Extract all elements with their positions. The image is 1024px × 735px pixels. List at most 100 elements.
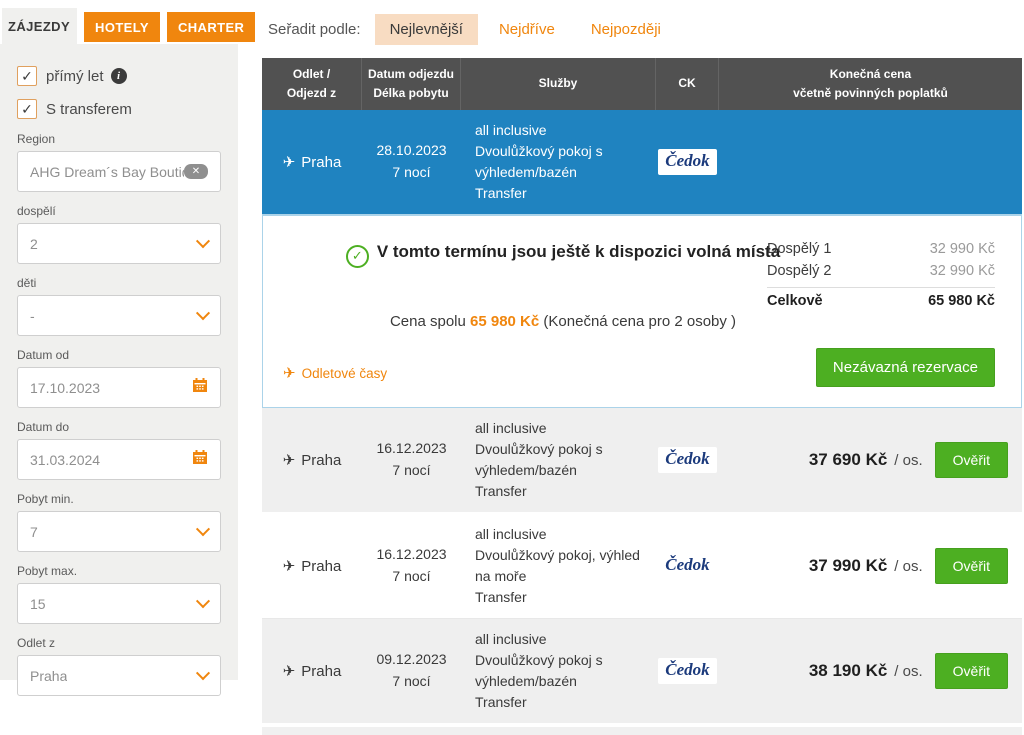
- header-date: Datum odjezdu Délka pobytu: [362, 58, 461, 110]
- region-input[interactable]: AHG Dream´s Bay Boutiqu ✕: [17, 151, 221, 192]
- calendar-icon[interactable]: [192, 377, 208, 398]
- header-services: Služby: [461, 58, 656, 110]
- info-icon[interactable]: i: [110, 68, 127, 84]
- breakdown-value: 32 990 Kč: [929, 241, 995, 257]
- date-from-input[interactable]: 17.10.2023: [17, 367, 221, 408]
- filter-departure-from: Odlet z Praha: [17, 636, 221, 696]
- service-item: all inclusive: [475, 631, 547, 647]
- table-row[interactable]: ✈ Praha 16.12.2023 7 nocí all inclusive …: [262, 408, 1022, 514]
- row-price-per: / os.: [894, 451, 923, 469]
- sort-cheapest[interactable]: Nejlevnější: [374, 14, 478, 45]
- total-value: 65 980 Kč: [928, 293, 995, 309]
- sort-bar: Seřadit podle: Nejlevnější Nejdříve Nejp…: [268, 14, 682, 45]
- service-item: all inclusive: [475, 122, 547, 138]
- filter-date-to: Datum do 31.03.2024: [17, 420, 221, 480]
- row-price: 37 690 Kč: [808, 450, 888, 469]
- sort-latest[interactable]: Nejpozději: [590, 21, 661, 38]
- children-label: děti: [17, 276, 37, 290]
- direct-flight-checkbox[interactable]: ✓: [17, 66, 37, 86]
- tab-zajezdy[interactable]: ZÁJEZDY: [2, 8, 78, 44]
- filter-with-transfer: ✓ S transferem: [17, 99, 221, 119]
- row-date: 28.10.2023: [376, 142, 447, 159]
- filter-children: děti -: [17, 276, 221, 336]
- region-value: AHG Dream´s Bay Boutiqu: [30, 163, 184, 180]
- direct-flight-label: přímý let: [46, 67, 104, 85]
- cedok-logo: Čedok: [658, 553, 717, 579]
- table-row-selected[interactable]: ✈ Praha 28.10.2023 7 nocí all inclusive …: [262, 110, 1022, 214]
- clear-icon[interactable]: ✕: [184, 164, 208, 179]
- filter-adults: dospělí 2: [17, 204, 221, 264]
- service-item: Dvoulůžkový pokoj s výhledem/bazén: [475, 441, 603, 478]
- table-row[interactable]: ✈ Praha 16.12.2023 7 nocí all inclusive …: [262, 514, 1022, 619]
- filter-stay-max: Pobyt max. 15: [17, 564, 221, 624]
- date-to-label: Datum do: [17, 420, 70, 434]
- filter-region: Region AHG Dream´s Bay Boutiqu ✕: [17, 132, 221, 192]
- header-price: Konečná cena včetně povinných poplatků: [793, 66, 948, 100]
- row-city: Praha: [301, 557, 342, 575]
- row-date: 16.12.2023: [376, 440, 447, 457]
- chevron-down-icon: [195, 593, 211, 608]
- with-transfer-label: S transferem: [46, 100, 132, 118]
- row-price-per: / os.: [894, 557, 923, 575]
- stay-min-value: 7: [30, 523, 38, 540]
- verify-button[interactable]: Ověřit: [934, 653, 1008, 689]
- service-item: Transfer: [475, 185, 527, 201]
- verify-button[interactable]: Ověřit: [934, 548, 1008, 584]
- breakdown-label: Dospělý 1: [767, 241, 832, 257]
- departure-times-link[interactable]: ✈ Odletové časy: [283, 366, 387, 381]
- breakdown-row: Dospělý 2 32 990 Kč: [767, 260, 995, 282]
- price-note: (Konečná cena pro 2 osoby ): [543, 313, 737, 330]
- service-item: Dvoulůžkový pokoj s výhledem/bazén: [475, 143, 603, 180]
- cedok-logo: Čedok: [658, 149, 717, 175]
- service-item: all inclusive: [475, 420, 547, 436]
- filters-sidebar: ✓ přímý let i ✓ S transferem Region AHG …: [0, 44, 238, 696]
- price-breakdown: Dospělý 1 32 990 Kč Dospělý 2 32 990 Kč …: [767, 238, 995, 312]
- cedok-logo: Čedok: [658, 447, 717, 473]
- date-from-value: 17.10.2023: [30, 379, 101, 396]
- price-total: 65 980 Kč: [470, 313, 540, 330]
- row-nights: 7 nocí: [392, 462, 431, 478]
- row-price: 38 190 Kč: [808, 661, 888, 680]
- date-to-input[interactable]: 31.03.2024: [17, 439, 221, 480]
- stay-max-label: Pobyt max.: [17, 564, 78, 578]
- row-nights: 7 nocí: [392, 568, 431, 584]
- availability-message: ✓ V tomto termínu jsou ještě k dispozici …: [301, 238, 825, 268]
- table-row[interactable]: ✈ Praha 09.12.2023 7 nocí all inclusive …: [262, 619, 1022, 725]
- row-nights: 7 nocí: [392, 164, 431, 180]
- next-row-partial: [262, 727, 1022, 735]
- breakdown-row: Dospělý 1 32 990 Kč: [767, 238, 995, 260]
- results-table: Odlet / Odjezd z Datum odjezdu Délka pob…: [262, 58, 1022, 735]
- stay-max-select[interactable]: 15: [17, 583, 221, 624]
- departure-times-label: Odletové časy: [301, 366, 388, 381]
- with-transfer-checkbox[interactable]: ✓: [17, 99, 37, 119]
- departure-from-select[interactable]: Praha: [17, 655, 221, 696]
- divider: [767, 287, 995, 288]
- filter-date-from: Datum od 17.10.2023: [17, 348, 221, 408]
- region-label: Region: [17, 132, 56, 146]
- tab-hotely[interactable]: HOTELY: [84, 12, 160, 42]
- calendar-icon[interactable]: [192, 449, 208, 470]
- plane-icon: ✈: [283, 365, 296, 382]
- breakdown-label: Dospělý 2: [767, 263, 832, 279]
- children-value: -: [30, 307, 35, 324]
- stay-min-select[interactable]: 7: [17, 511, 221, 552]
- tab-charter[interactable]: CHARTER: [166, 12, 256, 42]
- sort-earliest[interactable]: Nejdříve: [498, 21, 555, 38]
- stay-min-label: Pobyt min.: [17, 492, 74, 506]
- cedok-logo: Čedok: [658, 658, 717, 684]
- sort-label: Seřadit podle:: [268, 21, 361, 38]
- date-to-value: 31.03.2024: [30, 451, 101, 468]
- check-circle-icon: ✓: [345, 244, 369, 268]
- stay-max-value: 15: [30, 595, 46, 612]
- plane-icon: ✈: [282, 451, 296, 469]
- reserve-button[interactable]: Nezávazná rezervace: [815, 348, 995, 387]
- row-city: Praha: [301, 662, 342, 680]
- date-from-label: Datum od: [17, 348, 70, 362]
- service-item: all inclusive: [475, 526, 547, 542]
- adults-select[interactable]: 2: [17, 223, 221, 264]
- search-type-tabs: ZÁJEZDY HOTELY CHARTER: [2, 8, 256, 44]
- chevron-down-icon: [195, 233, 211, 248]
- plane-icon: ✈: [282, 662, 296, 680]
- children-select[interactable]: -: [17, 295, 221, 336]
- verify-button[interactable]: Ověřit: [934, 442, 1008, 478]
